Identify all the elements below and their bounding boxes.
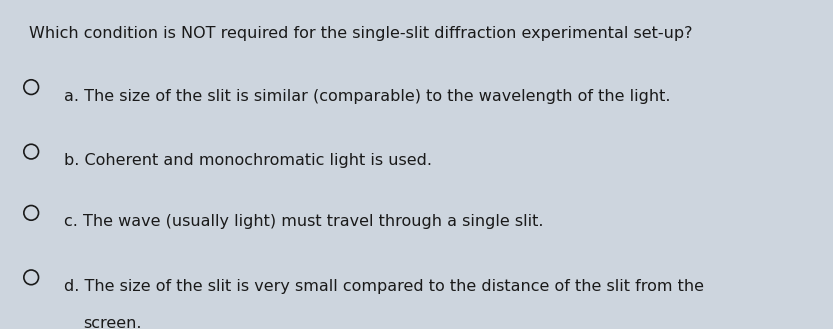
Text: screen.: screen.: [83, 316, 142, 329]
Text: c. The wave (usually light) must travel through a single slit.: c. The wave (usually light) must travel …: [64, 215, 543, 229]
Text: b. Coherent and monochromatic light is used.: b. Coherent and monochromatic light is u…: [64, 153, 431, 168]
Text: a. The size of the slit is similar (comparable) to the wavelength of the light.: a. The size of the slit is similar (comp…: [64, 89, 671, 104]
Text: Which condition is NOT required for the single-slit diffraction experimental set: Which condition is NOT required for the …: [28, 26, 692, 41]
Text: d. The size of the slit is very small compared to the distance of the slit from : d. The size of the slit is very small co…: [64, 279, 704, 294]
